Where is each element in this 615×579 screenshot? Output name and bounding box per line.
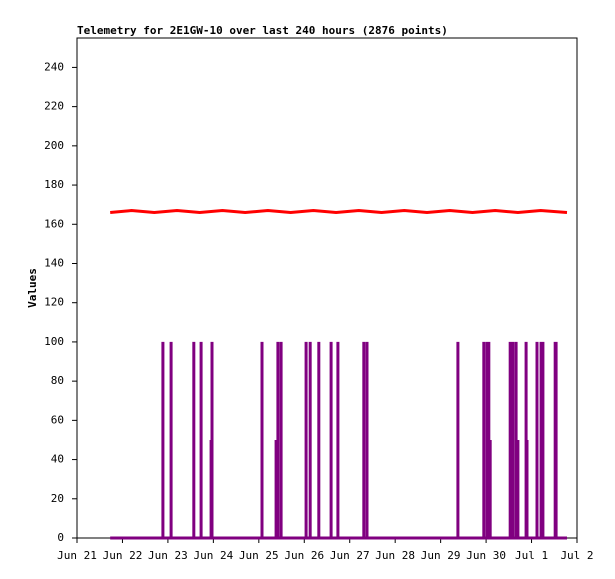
x-tick-label: Jun 26 (284, 549, 324, 562)
y-tick-label: 0 (57, 531, 64, 544)
x-tick-label: Jun 28 (375, 549, 415, 562)
y-tick-label: 200 (44, 139, 64, 152)
x-tick-label: Jun 30 (466, 549, 506, 562)
x-tick-label: Jun 23 (148, 549, 188, 562)
y-tick-label: 240 (44, 60, 64, 73)
y-tick-label: 120 (44, 296, 64, 309)
x-tick-label: Jun 25 (239, 549, 279, 562)
x-tick-label: Jun 21 (57, 549, 97, 562)
x-tick-label: Jun 24 (193, 549, 233, 562)
y-axis-label: Values (26, 268, 39, 308)
y-tick-label: 60 (51, 413, 64, 426)
y-tick-label: 40 (51, 453, 64, 466)
chart-title: Telemetry for 2E1GW-10 over last 240 hou… (77, 24, 448, 37)
y-tick-label: 160 (44, 217, 64, 230)
y-tick-label: 140 (44, 256, 64, 269)
plot-frame (76, 37, 578, 539)
x-tick-label: Jul 1 (515, 549, 548, 562)
x-tick-label: Jun 22 (103, 549, 143, 562)
x-tick-label: Jun 27 (330, 549, 370, 562)
y-tick-label: 180 (44, 178, 64, 191)
y-tick-label: 220 (44, 100, 64, 113)
x-tick-label: Jul 2 (560, 549, 593, 562)
series-line (110, 209, 568, 215)
x-tick-label: Jun 29 (421, 549, 461, 562)
series-line (110, 341, 567, 540)
y-tick-label: 100 (44, 335, 64, 348)
y-tick-label: 20 (51, 492, 64, 505)
y-tick-label: 80 (51, 374, 64, 387)
